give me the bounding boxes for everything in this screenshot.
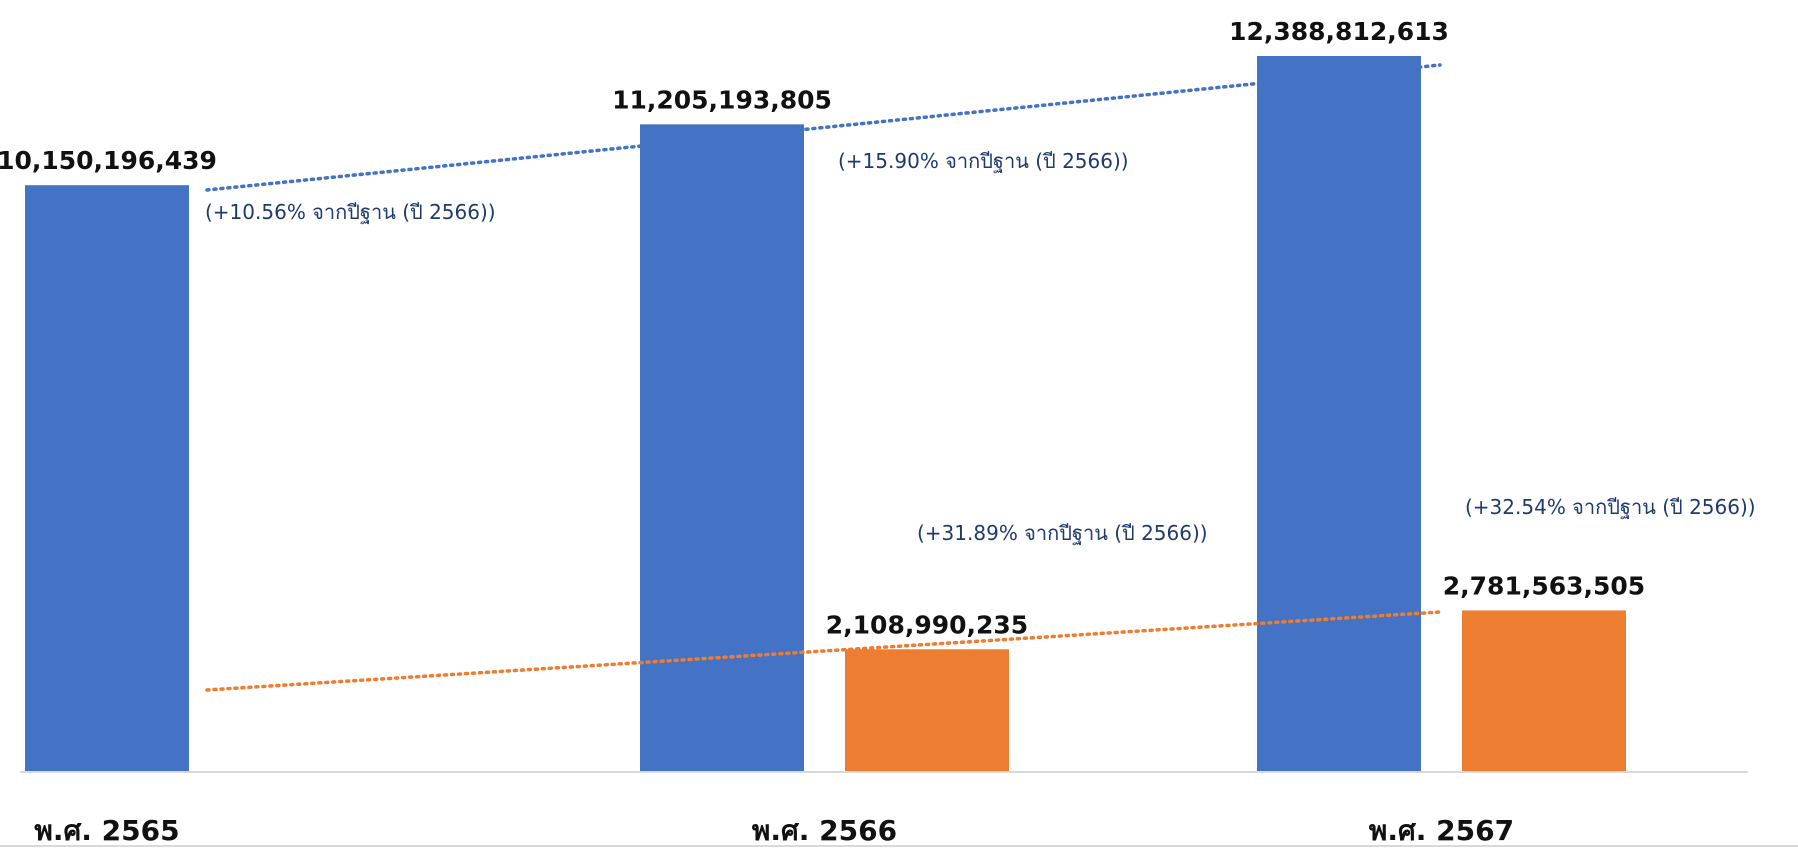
bar-s1-c2 <box>1462 610 1626 771</box>
annotation-1: (+15.90% จากปีฐาน (ปี 2566)) <box>838 149 1129 173</box>
bars-layer <box>25 56 1626 772</box>
bar-s0-c2 <box>1257 56 1421 771</box>
annotation-labels: (+10.56% จากปีฐาน (ปี 2566)) (+15.90% จาก… <box>205 149 1756 545</box>
bar-s0-c1 <box>640 124 804 772</box>
annotation-3: (+32.54% จากปีฐาน (ปี 2566)) <box>1465 495 1756 519</box>
value-label-s1-c2: 2,781,563,505 <box>1443 571 1645 600</box>
category-labels: พ.ศ. 2565 พ.ศ. 2566 พ.ศ. 2567 <box>34 814 1514 847</box>
value-label-s0-c0: 10,150,196,439 <box>0 146 217 175</box>
trendline-series-0 <box>205 63 1442 192</box>
value-label-s0-c1: 11,205,193,805 <box>612 85 832 114</box>
trend-layer <box>205 63 1442 692</box>
annotation-2: (+31.89% จากปีฐาน (ปี 2566)) <box>917 521 1208 545</box>
value-label-s1-c1: 2,108,990,235 <box>826 610 1028 639</box>
category-label-1: พ.ศ. 2566 <box>752 814 897 847</box>
trendline-series-1 <box>205 610 1442 692</box>
category-label-0: พ.ศ. 2565 <box>34 814 179 847</box>
bar-s0-c0 <box>25 185 189 771</box>
bar-s1-c1 <box>845 649 1009 771</box>
annotation-0: (+10.56% จากปีฐาน (ปี 2566)) <box>205 200 496 224</box>
labels-layer: 10,150,196,439 11,205,193,805 12,388,812,6… <box>0 17 1645 639</box>
value-label-s0-c2: 12,388,812,613 <box>1229 17 1449 46</box>
category-label-2: พ.ศ. 2567 <box>1369 814 1514 847</box>
